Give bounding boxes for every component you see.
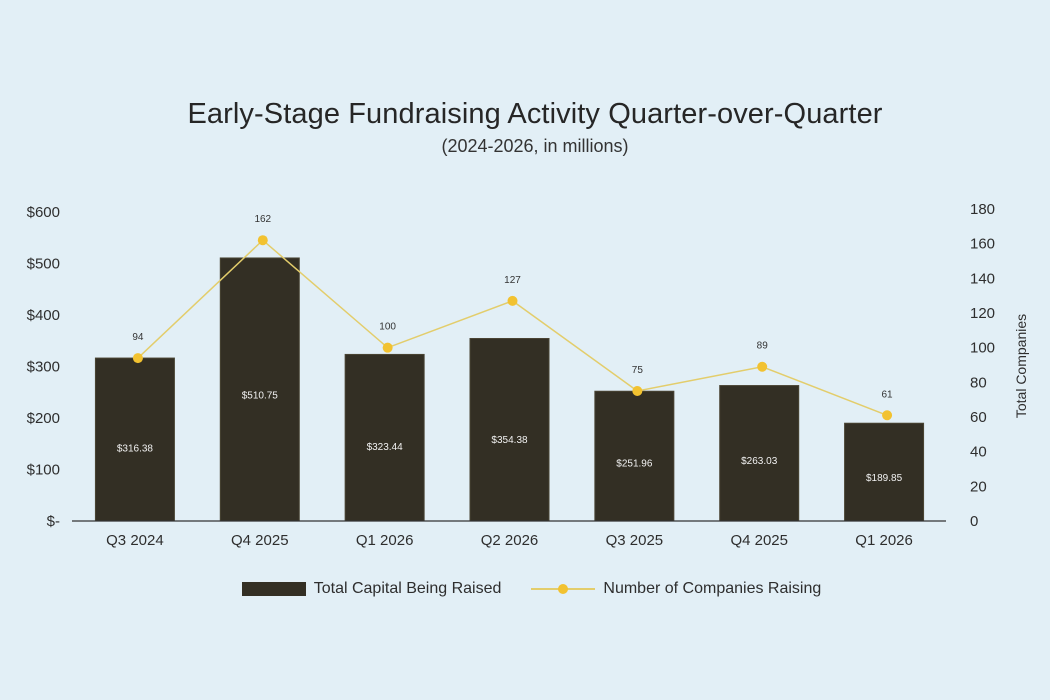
- bar-capital: [594, 390, 675, 522]
- bar-data-label: $510.75: [242, 391, 279, 402]
- line-point: [882, 410, 893, 421]
- line-point: [257, 235, 268, 246]
- line-point-label: 75: [632, 365, 644, 376]
- y-right-tick-label: 180: [970, 201, 995, 218]
- y-right-tick-label: 60: [970, 409, 987, 426]
- line-point: [132, 353, 143, 364]
- legend-item-companies: Number of Companies Raising: [531, 580, 821, 598]
- y-right-tick-label: 40: [970, 444, 987, 461]
- legend-label-companies: Number of Companies Raising: [603, 580, 822, 597]
- y-left-tick-label: $100: [27, 462, 60, 479]
- x-tick-label: Q1 2026: [855, 532, 913, 549]
- legend-item-capital: Total Capital Being Raised: [241, 580, 502, 598]
- bar-capital: [94, 357, 175, 522]
- legend-swatch-bar: [241, 582, 306, 596]
- bar-data-label: $354.38: [491, 435, 528, 446]
- y-left-tick-label: $-: [47, 513, 60, 530]
- bar-capital: [344, 353, 425, 522]
- y-left-tick-label: $500: [27, 256, 60, 273]
- bar-capital: [469, 337, 550, 522]
- y-right-tick-label: 20: [970, 478, 987, 495]
- y-right-axis-title: Total Companies: [1013, 314, 1029, 418]
- bar-capital: [719, 385, 800, 522]
- y-right-tick-label: 0: [970, 513, 978, 530]
- line-point: [507, 295, 518, 306]
- legend-label-capital: Total Capital Being Raised: [313, 580, 502, 597]
- line-point: [632, 386, 643, 396]
- line-point-label: 162: [254, 214, 271, 225]
- line-point-label: 89: [757, 341, 769, 352]
- x-tick-label: Q2 2026: [481, 532, 539, 549]
- x-tick-label: Q4 2025: [730, 532, 788, 549]
- x-tick-label: Q1 2026: [356, 532, 414, 549]
- x-tick-label: Q3 2025: [606, 532, 664, 549]
- line-point: [757, 361, 768, 372]
- bar-capital: [844, 422, 925, 522]
- y-right-tick-label: 120: [970, 305, 995, 322]
- y-right-tick-label: 100: [970, 340, 995, 357]
- x-tick-label: Q4 2025: [231, 532, 289, 549]
- line-point: [382, 342, 393, 353]
- line-point-label: 61: [882, 389, 894, 400]
- bar-data-label: $263.03: [741, 456, 778, 467]
- y-left-tick-label: $400: [27, 307, 60, 324]
- bar-data-label: $316.38: [117, 444, 154, 455]
- bar-data-label: $323.44: [367, 442, 404, 453]
- line-point-label: 94: [132, 332, 144, 343]
- line-point-label: 100: [379, 322, 396, 333]
- line-point-label: 127: [504, 275, 521, 286]
- y-left-tick-label: $300: [27, 359, 60, 376]
- bar-capital: [219, 257, 300, 522]
- bar-data-label: $189.85: [866, 473, 903, 484]
- y-left-tick-label: $200: [27, 410, 60, 427]
- legend-swatch-line: [531, 582, 596, 596]
- chart-legend: Total Capital Being Raised Number of Com…: [0, 580, 1050, 598]
- bar-data-label: $251.96: [616, 459, 653, 470]
- y-right-tick-label: 140: [970, 270, 995, 287]
- y-right-tick-label: 160: [970, 236, 995, 253]
- chart-subtitle: (2024-2026, in millions): [441, 136, 629, 156]
- x-tick-label: Q3 2024: [106, 532, 164, 549]
- chart-title: Early-Stage Fundraising Activity Quarter…: [187, 98, 883, 130]
- y-right-tick-label: 80: [970, 374, 987, 391]
- y-left-tick-label: $600: [27, 204, 60, 221]
